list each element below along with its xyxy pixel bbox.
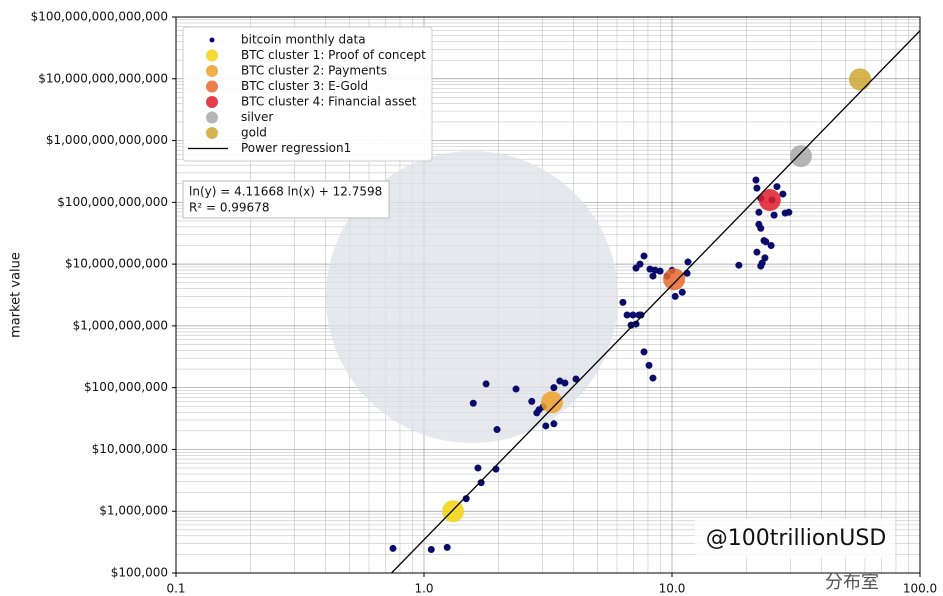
point [572,375,580,383]
y-axis-label: market value [9,252,24,338]
point [779,190,787,198]
x-tick-label: 0.1 [166,582,185,596]
point [753,248,761,256]
legend-marker [206,65,218,77]
legend-marker [206,49,218,62]
point [849,68,872,91]
point [629,311,637,319]
plot-frame [175,16,921,574]
legend-marker [209,37,215,43]
point [645,361,653,369]
point [640,252,648,260]
point [770,211,778,219]
point [443,543,451,551]
watermark-box [695,518,895,558]
point [761,254,769,262]
point [684,258,692,266]
y-tick-label: $10,000,000 [92,442,168,456]
point [785,208,793,216]
legend-label: BTC cluster 2: Payments [241,64,387,78]
point [678,288,686,296]
point [755,208,763,216]
point [474,464,482,472]
point [671,292,679,300]
annotation-box [182,180,390,219]
point [462,495,470,503]
point [512,385,520,393]
point [389,544,397,552]
logo-watermark [326,151,618,443]
point [649,374,657,382]
legend-label: BTC cluster 4: Financial asset [241,95,417,109]
y-tick-label: $100,000,000 [84,380,168,394]
point [663,268,686,291]
point [649,272,657,280]
legend-marker [206,111,218,124]
point [619,298,627,306]
watermark: @100trillionUSD [706,526,887,551]
point [477,479,485,487]
point [637,311,645,319]
legend-marker [206,96,218,108]
x-tick-label: 100.0 [903,582,937,596]
legend-label: BTC cluster 1: Proof of concept [241,48,426,62]
point [561,379,569,387]
point [773,183,781,191]
y-tick-label: $1,000,000 [99,504,168,518]
point [627,321,635,329]
legend-label: Power regression1 [241,141,351,155]
point [758,189,781,212]
annotation-r2: R² = 0.99678 [189,201,269,215]
legend-label: BTC cluster 3: E-Gold [241,79,368,93]
point [767,242,775,250]
legend-label: gold [241,126,267,140]
legend-marker [206,80,218,93]
point [540,391,563,414]
point [757,224,765,232]
point [469,399,477,407]
point [623,311,631,319]
point [752,176,760,184]
y-tick-label: $10,000,000,000,000 [38,71,168,85]
point [757,262,765,270]
point [427,546,435,554]
point [683,269,691,277]
legend-label: silver [241,110,273,124]
point [735,261,743,269]
y-tick-label: $100,000,000,000,000 [31,10,168,24]
point [640,348,648,356]
point [636,260,644,268]
point [482,380,490,388]
legend-box [182,26,433,162]
y-tick-label: $100,000 [111,566,168,580]
y-tick-label: $1,000,000,000 [73,318,168,332]
point [762,238,770,246]
point [442,500,465,523]
point [533,409,541,417]
y-tick-label: $10,000,000,000 [65,257,168,271]
point [753,184,761,192]
y-tick-label: $1,000,000,000,000 [46,133,168,147]
corner-mark: 分布室 [825,572,879,593]
point [550,384,558,392]
point [656,267,664,275]
point [542,422,550,430]
point [789,145,812,168]
legend-label: bitcoin monthly data [241,33,366,47]
x-tick-label: 1.0 [414,582,433,596]
point [550,420,558,428]
point [493,426,501,434]
y-tick-label: $100,000,000,000 [57,195,168,209]
x-tick-label: 10.0 [659,582,686,596]
legend-marker [206,127,218,139]
point [528,397,536,405]
marks [389,30,920,573]
regression-line [391,30,920,573]
annotation-equation: ln(y) = 4.11668 ln(x) + 12.7598 [189,185,382,199]
